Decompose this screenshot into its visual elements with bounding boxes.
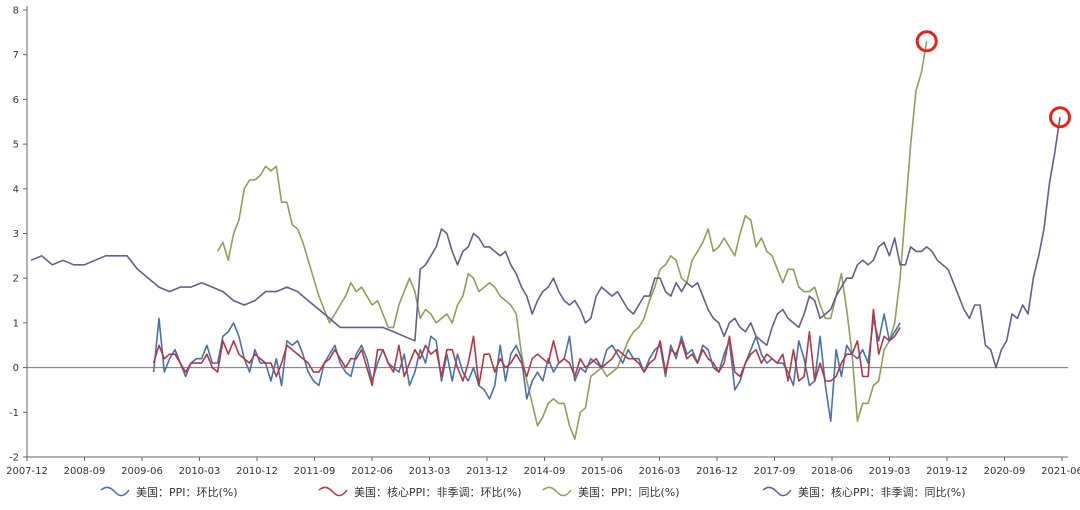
legend-item-core-ppi-yoy[interactable]: 美国：核心PPI：非季调：同比(%) <box>762 484 966 500</box>
y-tick-label: 0 <box>13 363 19 374</box>
legend-swatch <box>100 486 130 497</box>
x-tick-label: 2017-09 <box>754 466 796 477</box>
y-tick-label: 7 <box>13 50 19 61</box>
legend-swatch <box>762 486 792 497</box>
legend-swatch <box>318 486 348 497</box>
x-tick-label: 2013-03 <box>409 466 451 477</box>
y-tick-label: 8 <box>13 6 19 17</box>
y-tick-label: 4 <box>13 184 19 195</box>
x-tick-label: 2018-06 <box>811 466 853 477</box>
x-tick-label: 2010-03 <box>179 466 221 477</box>
x-tick-label: 2008-09 <box>64 466 106 477</box>
y-tick-label: -2 <box>9 453 19 464</box>
legend-item-core-ppi-mom[interactable]: 美国：核心PPI：非季调：环比(%) <box>318 484 522 500</box>
legend-swatch <box>542 486 572 497</box>
series-line-3 <box>30 117 1061 369</box>
y-tick-label: 3 <box>13 229 19 240</box>
y-tick-label: -1 <box>9 408 19 419</box>
x-tick-label: 2019-12 <box>926 466 968 477</box>
legend-label: 美国：PPI：环比(%) <box>136 486 238 499</box>
legend-item-ppi-mom[interactable]: 美国：PPI：环比(%) <box>100 484 238 500</box>
x-tick-label: 2021-06 <box>1041 466 1080 477</box>
legend-item-ppi-yoy[interactable]: 美国：PPI：同比(%) <box>542 484 680 500</box>
x-tick-label: 2016-12 <box>696 466 738 477</box>
y-tick-label: 2 <box>13 274 19 285</box>
highlight-circle-0 <box>915 30 938 53</box>
x-tick-label: 2014-09 <box>524 466 566 477</box>
x-tick-label: 2007-12 <box>6 466 48 477</box>
series-line-2 <box>216 41 928 440</box>
x-tick-label: 2015-06 <box>581 466 623 477</box>
x-tick-label: 2010-12 <box>236 466 278 477</box>
legend-label: 美国：PPI：同比(%) <box>578 486 680 499</box>
x-tick-label: 2016-03 <box>639 466 681 477</box>
highlight-circle-1 <box>1049 106 1071 129</box>
y-tick-label: 6 <box>13 95 19 106</box>
x-tick-label: 2009-06 <box>121 466 163 477</box>
x-tick-label: 2011-09 <box>294 466 336 477</box>
series-line-1 <box>152 308 901 387</box>
legend-label: 美国：核心PPI：非季调：环比(%) <box>354 486 522 499</box>
y-tick-label: 1 <box>13 318 19 329</box>
y-tick-label: 5 <box>13 140 19 151</box>
legend: 美国：PPI：环比(%) 美国：核心PPI：非季调：环比(%) 美国：PPI：同… <box>0 484 1080 504</box>
x-tick-label: 2020-09 <box>984 466 1026 477</box>
x-tick-label: 2013-12 <box>466 466 508 477</box>
x-tick-label: 2012-06 <box>351 466 393 477</box>
x-tick-label: 2019-03 <box>869 466 911 477</box>
line-chart: -2 -1 0 1 2 3 4 5 6 7 8 2007-12 2008-09 2009-06 2010-0… <box>6 6 1080 478</box>
legend-label: 美国：核心PPI：非季调：同比(%) <box>798 486 966 499</box>
